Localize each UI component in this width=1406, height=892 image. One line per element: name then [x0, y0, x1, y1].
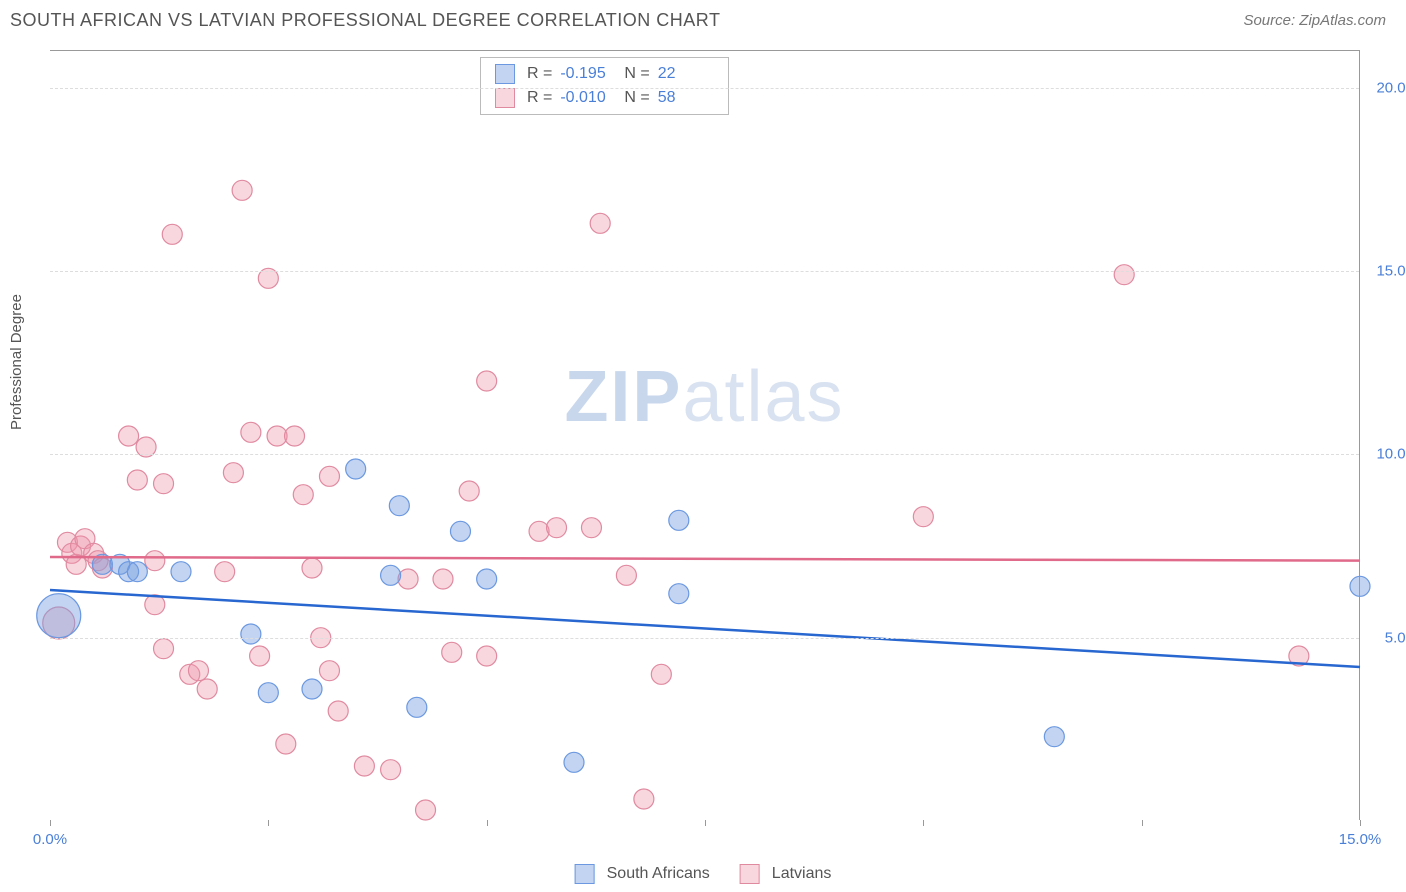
data-point: [669, 584, 689, 604]
data-point: [398, 569, 418, 589]
x-tick: [705, 820, 706, 826]
legend-label: Latvians: [772, 865, 832, 883]
data-point: [407, 697, 427, 717]
data-point: [154, 474, 174, 494]
data-point: [1044, 727, 1064, 747]
data-point: [547, 518, 567, 538]
bottom-legend: South Africans Latvians: [575, 864, 832, 884]
legend-swatch: [575, 864, 595, 884]
data-point: [590, 213, 610, 233]
regression-line: [50, 557, 1360, 561]
data-point: [293, 485, 313, 505]
data-point: [581, 518, 601, 538]
data-point: [381, 760, 401, 780]
data-point: [459, 481, 479, 501]
data-point: [223, 463, 243, 483]
legend-swatch: [740, 864, 760, 884]
chart-title: SOUTH AFRICAN VS LATVIAN PROFESSIONAL DE…: [10, 10, 720, 31]
data-point: [145, 551, 165, 571]
data-point: [381, 565, 401, 585]
chart-area: ZIPatlas R =-0.195N =22R =-0.010N =58 5.…: [50, 50, 1360, 820]
x-tick-label: 0.0%: [33, 831, 67, 848]
data-point: [188, 661, 208, 681]
data-point: [215, 562, 235, 582]
x-tick-label: 15.0%: [1339, 831, 1382, 848]
x-tick: [50, 820, 51, 826]
legend-item: Latvians: [740, 864, 832, 884]
x-tick: [1142, 820, 1143, 826]
x-tick: [487, 820, 488, 826]
data-point: [302, 558, 322, 578]
data-point: [162, 224, 182, 244]
data-point: [477, 569, 497, 589]
data-point: [634, 789, 654, 809]
y-tick-label: 5.0%: [1385, 629, 1406, 646]
data-point: [529, 521, 549, 541]
data-point: [1350, 576, 1370, 596]
x-tick: [1360, 820, 1361, 826]
data-point: [913, 507, 933, 527]
data-point: [651, 664, 671, 684]
data-point: [477, 371, 497, 391]
x-tick: [268, 820, 269, 826]
data-point: [346, 459, 366, 479]
data-point: [37, 594, 81, 638]
legend-item: South Africans: [575, 864, 710, 884]
y-tick-label: 15.0%: [1376, 263, 1406, 280]
data-point: [354, 756, 374, 776]
data-point: [127, 562, 147, 582]
y-axis-label: Professional Degree: [8, 294, 25, 430]
data-point: [564, 752, 584, 772]
data-point: [477, 646, 497, 666]
data-point: [319, 661, 339, 681]
y-tick-label: 10.0%: [1376, 446, 1406, 463]
data-point: [319, 466, 339, 486]
data-point: [616, 565, 636, 585]
data-point: [442, 642, 462, 662]
data-point: [232, 180, 252, 200]
x-tick: [923, 820, 924, 826]
data-point: [302, 679, 322, 699]
gridline: [50, 454, 1359, 455]
y-tick-label: 20.0%: [1376, 79, 1406, 96]
gridline: [50, 88, 1359, 89]
data-point: [119, 426, 139, 446]
data-point: [1114, 265, 1134, 285]
data-point: [416, 800, 436, 820]
data-point: [328, 701, 348, 721]
data-point: [276, 734, 296, 754]
data-point: [197, 679, 217, 699]
data-point: [669, 510, 689, 530]
gridline: [50, 271, 1359, 272]
data-point: [389, 496, 409, 516]
data-point: [241, 624, 261, 644]
data-point: [241, 422, 261, 442]
data-point: [171, 562, 191, 582]
data-point: [258, 683, 278, 703]
gridline: [50, 638, 1359, 639]
data-point: [250, 646, 270, 666]
data-point: [450, 521, 470, 541]
scatter-plot: [50, 51, 1359, 820]
source-attribution: Source: ZipAtlas.com: [1243, 12, 1386, 29]
legend-label: South Africans: [607, 865, 710, 883]
data-point: [154, 639, 174, 659]
data-point: [127, 470, 147, 490]
data-point: [433, 569, 453, 589]
data-point: [285, 426, 305, 446]
header: SOUTH AFRICAN VS LATVIAN PROFESSIONAL DE…: [0, 0, 1406, 37]
